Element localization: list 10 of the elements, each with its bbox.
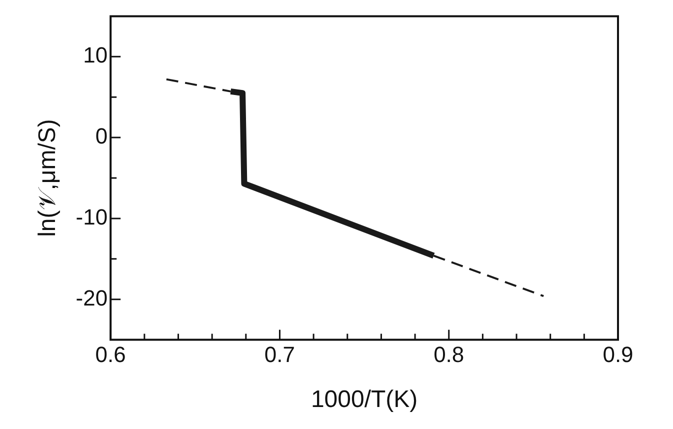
y-tick-label: 10 bbox=[83, 42, 108, 68]
x-tick-label: 0.9 bbox=[602, 342, 634, 368]
y-tick-label: 0 bbox=[95, 124, 108, 149]
y-axis-title: ln(𝒱,μm/S) bbox=[34, 119, 62, 237]
x-tick-label: 0.8 bbox=[434, 342, 464, 368]
y-tick-label: -20 bbox=[76, 285, 108, 310]
y-tick-label: -10 bbox=[76, 204, 108, 230]
x-tick-label: 0.6 bbox=[95, 342, 126, 368]
x-tick-label: 0.7 bbox=[264, 342, 296, 368]
x-axis-title: 1000/T(K) bbox=[310, 386, 418, 414]
